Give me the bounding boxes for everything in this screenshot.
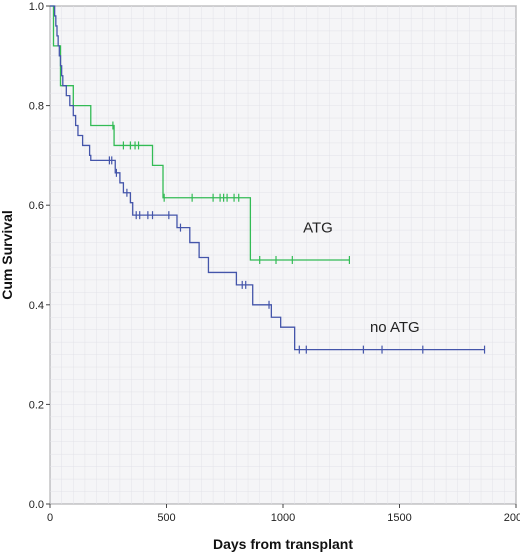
x-tick-label: 1500 xyxy=(387,512,411,524)
x-tick-label: 500 xyxy=(157,512,175,524)
x-tick-label: 0 xyxy=(47,512,53,524)
series-line-no-atg xyxy=(50,5,485,351)
grid xyxy=(49,5,517,505)
y-tick-label: 1.0 xyxy=(29,1,44,13)
series-labels: ATG no ATG xyxy=(303,220,420,337)
series-lines xyxy=(50,5,486,354)
series-label-no-atg: no ATG xyxy=(370,319,420,336)
y-tick-label: 0.0 xyxy=(29,499,44,511)
x-tick-label: 1000 xyxy=(271,512,295,524)
x-axis-title: Days from transplant xyxy=(213,536,353,552)
y-tick-label: 0.2 xyxy=(29,399,44,411)
y-tick-label: 0.6 xyxy=(29,200,44,212)
y-tick-label: 0.4 xyxy=(29,300,44,312)
y-tick-label: 0.8 xyxy=(29,101,44,113)
series-label-atg: ATG xyxy=(303,220,333,237)
y-axis-title: Cum Survival xyxy=(0,210,15,299)
